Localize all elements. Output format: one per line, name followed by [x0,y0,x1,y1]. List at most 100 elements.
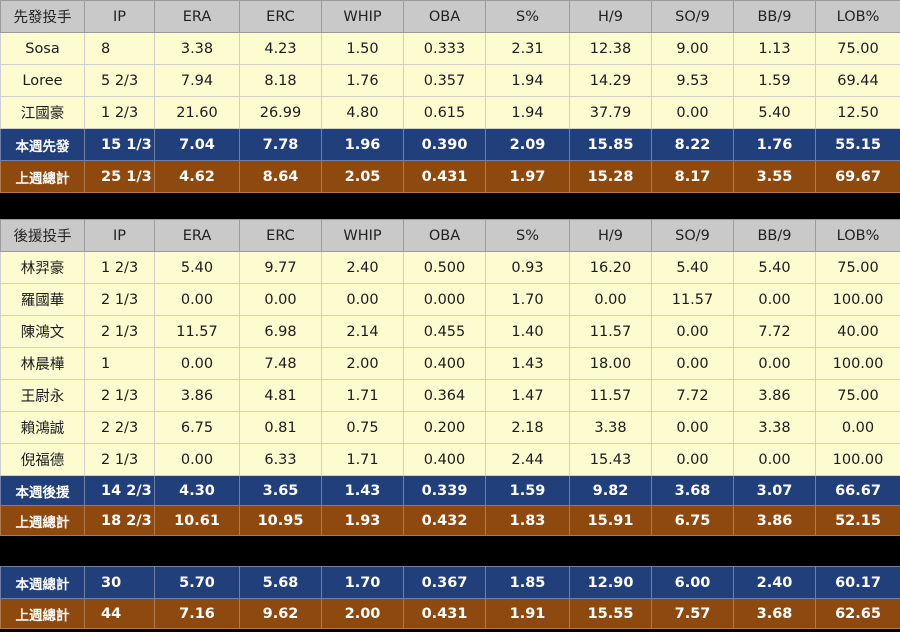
stat-s-pct: 2.09 [485,128,570,161]
col-header-era: ERA [154,0,240,33]
stat-bb9: 1.13 [733,32,816,65]
stat-h9: 16.20 [569,251,652,284]
col-header-lob-pct: LOB% [815,219,900,252]
player-name: 林晨樺 [0,347,85,380]
stat-whip: 1.76 [321,64,404,97]
stat-erc: 5.68 [239,566,322,599]
row-label: 本週後援 [0,475,85,506]
stat-s-pct: 1.85 [485,566,570,599]
stat-whip: 1.71 [321,379,404,412]
stat-so9: 9.53 [651,64,734,97]
relievers-header-row: 後援投手 IP ERA ERC WHIP OBA S% H/9 SO/9 BB/… [0,219,900,252]
stat-so9: 6.00 [651,566,734,599]
totals-table: 本週總計 30 5.70 5.68 1.70 0.367 1.85 12.90 … [0,566,900,629]
stat-whip: 1.93 [321,505,404,536]
stat-so9: 9.00 [651,32,734,65]
stat-whip: 4.80 [321,96,404,129]
relievers-week-total-row: 本週後援 14 2/3 4.30 3.65 1.43 0.339 1.59 9.… [0,475,900,506]
stat-whip: 1.71 [321,443,404,476]
stat-so9: 0.00 [651,443,734,476]
stat-oba: 0.400 [403,347,486,380]
starters-header-row: 先發投手 IP ERA ERC WHIP OBA S% H/9 SO/9 BB/… [0,0,900,33]
player-name: Sosa [0,32,85,65]
stat-oba: 0.333 [403,32,486,65]
stat-era: 7.16 [154,598,240,629]
player-name: 倪福德 [0,443,85,476]
col-header-erc: ERC [239,219,322,252]
stat-so9: 7.72 [651,379,734,412]
stat-lob-pct: 0.00 [815,411,900,444]
stat-erc: 3.65 [239,475,322,506]
col-header-h9: H/9 [569,219,652,252]
stat-erc: 6.33 [239,443,322,476]
stat-s-pct: 1.94 [485,64,570,97]
stat-lob-pct: 12.50 [815,96,900,129]
col-header-ip: IP [84,0,155,33]
stat-oba: 0.455 [403,315,486,348]
stat-erc: 4.81 [239,379,322,412]
stat-era: 7.94 [154,64,240,97]
stat-bb9: 5.40 [733,251,816,284]
stat-ip: 1 2/3 [84,251,155,284]
stat-so9: 0.00 [651,315,734,348]
stat-oba: 0.339 [403,475,486,506]
stat-h9: 15.43 [569,443,652,476]
table-row: Loree 5 2/3 7.94 8.18 1.76 0.357 1.94 14… [0,64,900,97]
col-header-lob-pct: LOB% [815,0,900,33]
stat-erc: 8.64 [239,160,322,193]
stat-s-pct: 1.91 [485,598,570,629]
relievers-header: 後援投手 [0,219,85,252]
starters-week-total-row: 本週先發 15 1/3 7.04 7.78 1.96 0.390 2.09 15… [0,128,900,161]
totals-week-total-row: 本週總計 30 5.70 5.68 1.70 0.367 1.85 12.90 … [0,566,900,599]
stat-bb9: 3.55 [733,160,816,193]
col-header-bb9: BB/9 [733,219,816,252]
stat-s-pct: 1.43 [485,347,570,380]
stat-ip: 1 2/3 [84,96,155,129]
stat-s-pct: 0.93 [485,251,570,284]
stat-lob-pct: 62.65 [815,598,900,629]
stat-bb9: 3.68 [733,598,816,629]
stat-s-pct: 1.47 [485,379,570,412]
stat-oba: 0.431 [403,160,486,193]
row-label: 上週總計 [0,505,85,536]
stat-so9: 3.68 [651,475,734,506]
stat-whip: 0.00 [321,283,404,316]
stat-lob-pct: 60.17 [815,566,900,599]
col-header-erc: ERC [239,0,322,33]
stat-erc: 6.98 [239,315,322,348]
stat-oba: 0.364 [403,379,486,412]
stat-lob-pct: 40.00 [815,315,900,348]
stat-ip: 5 2/3 [84,64,155,97]
stat-bb9: 7.72 [733,315,816,348]
col-header-ip: IP [84,219,155,252]
stat-whip: 0.75 [321,411,404,444]
stat-era: 5.70 [154,566,240,599]
stat-era: 21.60 [154,96,240,129]
stat-whip: 2.05 [321,160,404,193]
player-name: 羅國華 [0,283,85,316]
stat-h9: 11.57 [569,315,652,348]
row-label: 上週總計 [0,598,85,629]
col-header-era: ERA [154,219,240,252]
stat-ip: 1 [84,347,155,380]
stat-s-pct: 1.59 [485,475,570,506]
starters-last-week-row: 上週總計 25 1/3 4.62 8.64 2.05 0.431 1.97 15… [0,160,900,193]
player-name: 陳鴻文 [0,315,85,348]
stat-era: 7.04 [154,128,240,161]
table-row: 賴鴻誠 2 2/3 6.75 0.81 0.75 0.200 2.18 3.38… [0,411,900,444]
stat-s-pct: 1.94 [485,96,570,129]
player-name: 林羿豪 [0,251,85,284]
stat-bb9: 3.86 [733,505,816,536]
stat-era: 5.40 [154,251,240,284]
stat-era: 0.00 [154,283,240,316]
stat-erc: 7.48 [239,347,322,380]
stat-h9: 12.90 [569,566,652,599]
stat-era: 4.62 [154,160,240,193]
stat-era: 10.61 [154,505,240,536]
col-header-oba: OBA [403,0,486,33]
stat-bb9: 1.76 [733,128,816,161]
stat-h9: 14.29 [569,64,652,97]
stat-so9: 8.22 [651,128,734,161]
col-header-s-pct: S% [485,0,570,33]
stat-ip: 14 2/3 [84,475,155,506]
